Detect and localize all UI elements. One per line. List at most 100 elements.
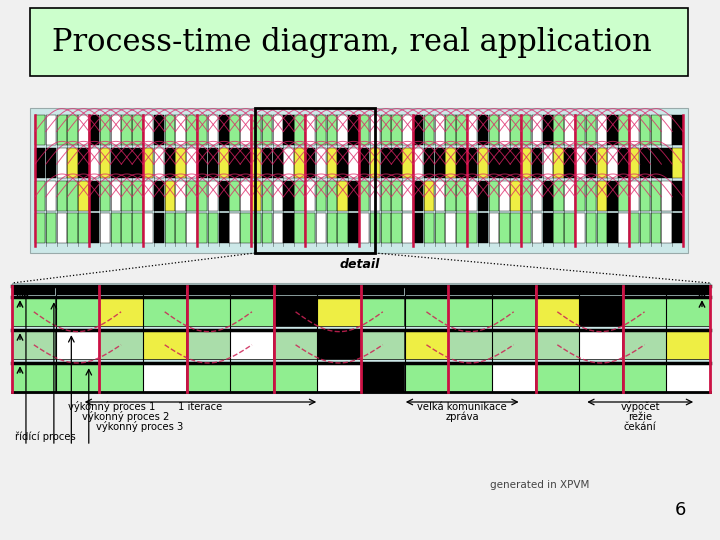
Bar <box>55 330 99 359</box>
Bar <box>197 180 207 211</box>
Bar <box>492 363 535 393</box>
Bar <box>492 286 535 295</box>
Bar <box>608 180 618 211</box>
Bar <box>478 180 488 211</box>
Bar <box>579 298 623 326</box>
Bar <box>662 115 672 145</box>
Bar <box>629 180 639 211</box>
Bar <box>305 180 315 211</box>
Bar <box>197 115 207 145</box>
Bar <box>467 115 477 145</box>
Bar <box>327 115 337 145</box>
Bar <box>240 148 251 178</box>
Text: generated in XPVM: generated in XPVM <box>490 480 590 490</box>
Bar <box>554 213 564 243</box>
Text: výkonný proces 1: výkonný proces 1 <box>68 401 156 412</box>
Bar <box>662 180 672 211</box>
Bar <box>586 115 596 145</box>
Bar <box>623 298 666 326</box>
Bar <box>154 148 164 178</box>
Bar <box>230 330 274 359</box>
Bar <box>240 213 251 243</box>
Bar <box>176 213 186 243</box>
Bar <box>100 115 110 145</box>
Bar <box>57 148 67 178</box>
Bar <box>305 213 315 243</box>
Bar <box>629 213 639 243</box>
Bar <box>564 213 575 243</box>
Bar <box>489 180 499 211</box>
Bar <box>586 148 596 178</box>
Bar <box>405 286 448 295</box>
Bar <box>651 180 661 211</box>
Bar <box>111 213 121 243</box>
Bar <box>78 148 89 178</box>
Bar <box>12 286 55 295</box>
Bar <box>536 363 579 393</box>
Bar <box>111 180 121 211</box>
Bar <box>672 148 683 178</box>
Bar <box>672 115 683 145</box>
Bar <box>68 180 78 211</box>
Bar <box>361 298 405 326</box>
Bar <box>284 213 294 243</box>
Bar <box>361 330 405 359</box>
Bar <box>165 180 175 211</box>
Bar <box>12 283 710 393</box>
Bar <box>316 213 326 243</box>
Bar <box>35 213 45 243</box>
Bar <box>143 148 153 178</box>
Bar <box>424 115 434 145</box>
Bar <box>597 213 607 243</box>
Bar <box>143 363 186 393</box>
Bar <box>78 115 89 145</box>
Text: zpráva: zpráva <box>446 411 479 422</box>
Bar <box>78 180 89 211</box>
Bar <box>575 115 585 145</box>
Bar <box>662 148 672 178</box>
Bar <box>165 213 175 243</box>
Bar <box>68 213 78 243</box>
Bar <box>623 330 666 359</box>
Text: 6: 6 <box>675 501 685 519</box>
Bar <box>446 148 456 178</box>
Bar <box>230 115 240 145</box>
Bar <box>381 180 391 211</box>
Bar <box>255 108 375 253</box>
Bar <box>564 115 575 145</box>
Bar <box>435 213 445 243</box>
Bar <box>510 213 521 243</box>
Bar <box>500 148 510 178</box>
Bar <box>316 115 326 145</box>
Bar <box>618 148 629 178</box>
Bar <box>536 286 579 295</box>
Bar <box>46 180 56 211</box>
Bar <box>273 213 283 243</box>
Bar <box>405 363 448 393</box>
Bar <box>154 213 164 243</box>
Bar <box>564 148 575 178</box>
Bar <box>543 180 553 211</box>
Bar <box>338 180 348 211</box>
Bar <box>456 148 467 178</box>
Bar <box>132 213 143 243</box>
Bar <box>370 180 380 211</box>
Bar <box>618 180 629 211</box>
Text: režie: režie <box>628 412 652 422</box>
Bar <box>554 115 564 145</box>
Bar <box>575 148 585 178</box>
Bar <box>402 115 413 145</box>
Bar <box>338 148 348 178</box>
Bar <box>262 148 272 178</box>
Bar <box>132 180 143 211</box>
Bar <box>143 180 153 211</box>
Bar <box>208 148 218 178</box>
Bar <box>143 115 153 145</box>
Bar <box>55 286 99 295</box>
Bar <box>219 180 229 211</box>
Bar <box>467 213 477 243</box>
Bar <box>402 180 413 211</box>
Bar <box>651 148 661 178</box>
Bar <box>12 330 55 359</box>
Bar <box>667 330 710 359</box>
